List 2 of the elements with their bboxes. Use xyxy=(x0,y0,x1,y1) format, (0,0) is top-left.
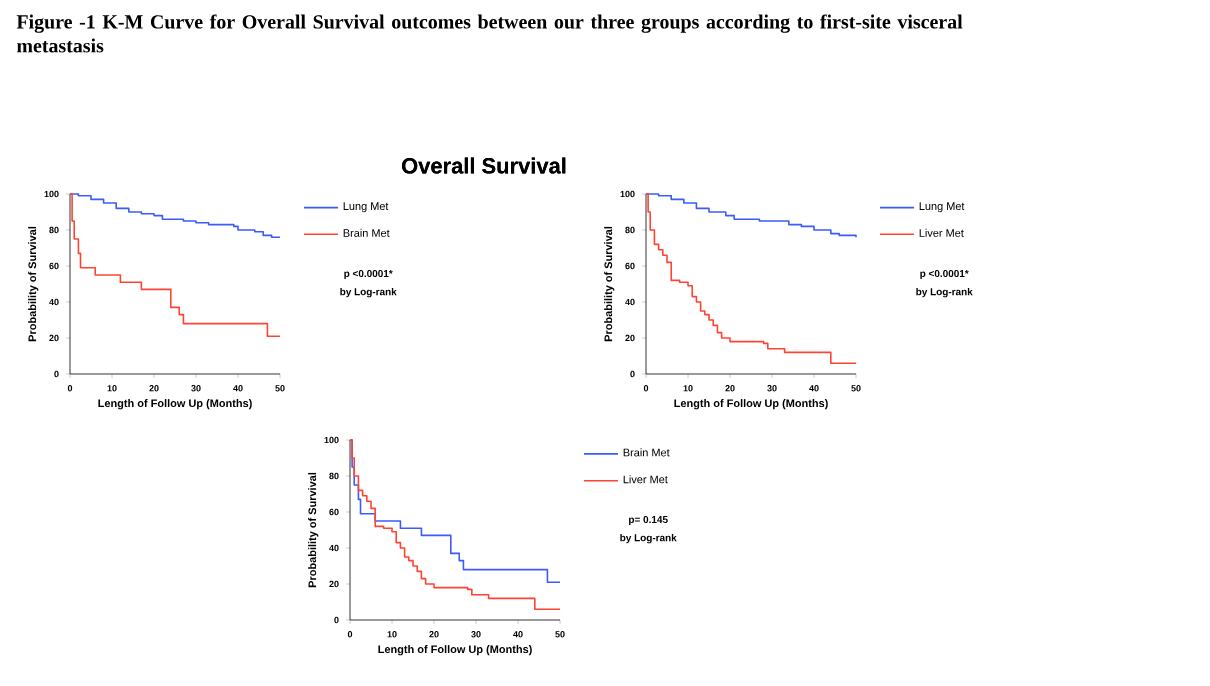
text: Overall Survival xyxy=(402,157,566,174)
text: Figure -1 K-M Curve for Overall Survival outcomes between our three groups according to first-site visceral metastasis xyxy=(16,14,963,53)
